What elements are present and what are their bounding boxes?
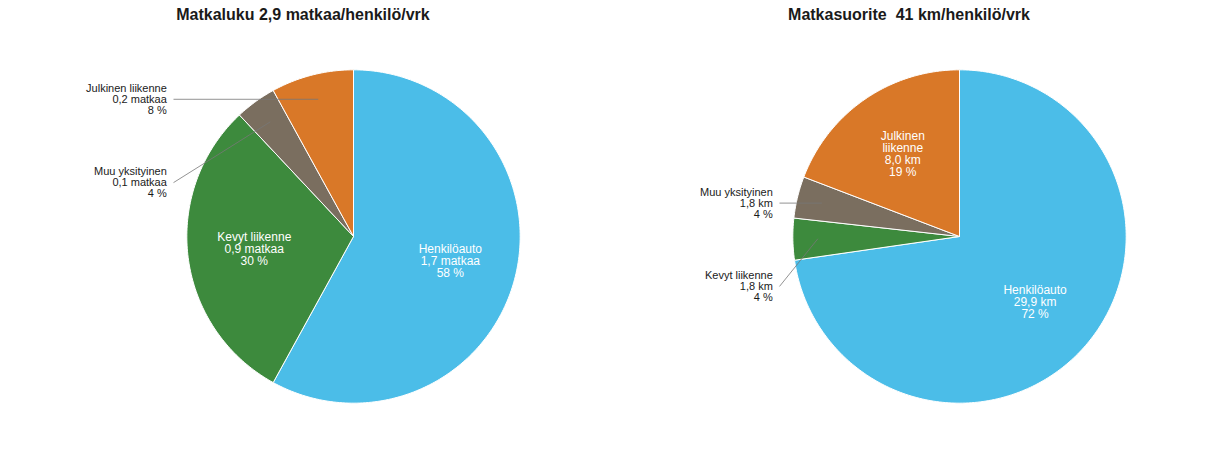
svg-text:Muu yksityinen1,8 km4 %: Muu yksityinen1,8 km4 % (700, 186, 773, 220)
svg-text:Kevyt liikenne0,9 matkaa30 %: Kevyt liikenne0,9 matkaa30 % (217, 230, 291, 268)
svg-text:Henkilöauto1,7 matkaa58 %: Henkilöauto1,7 matkaa58 % (419, 242, 483, 280)
svg-text:Henkilöauto29,9 km72 %: Henkilöauto29,9 km72 % (1003, 283, 1067, 321)
svg-text:Julkinen liikenne0,2 matkaa8 %: Julkinen liikenne0,2 matkaa8 % (86, 82, 168, 116)
svg-text:Muu yksityinen0,1 matkaa4 %: Muu yksityinen0,1 matkaa4 % (94, 165, 168, 199)
html-text:Matkaluku 2,9 matkaa/henkilö/v: Matkaluku 2,9 matkaa/henkilö/vrk (176, 6, 430, 23)
svg-text:Kevyt liikenne1,8 km4 %: Kevyt liikenne1,8 km4 % (705, 269, 773, 303)
svg-text:Julkinenliikenne8,0 km19 %: Julkinenliikenne8,0 km19 % (881, 129, 925, 179)
html-text:Matkasuorite 41 km/henkilö/vrk: Matkasuorite 41 km/henkilö/vrk (788, 6, 1030, 23)
